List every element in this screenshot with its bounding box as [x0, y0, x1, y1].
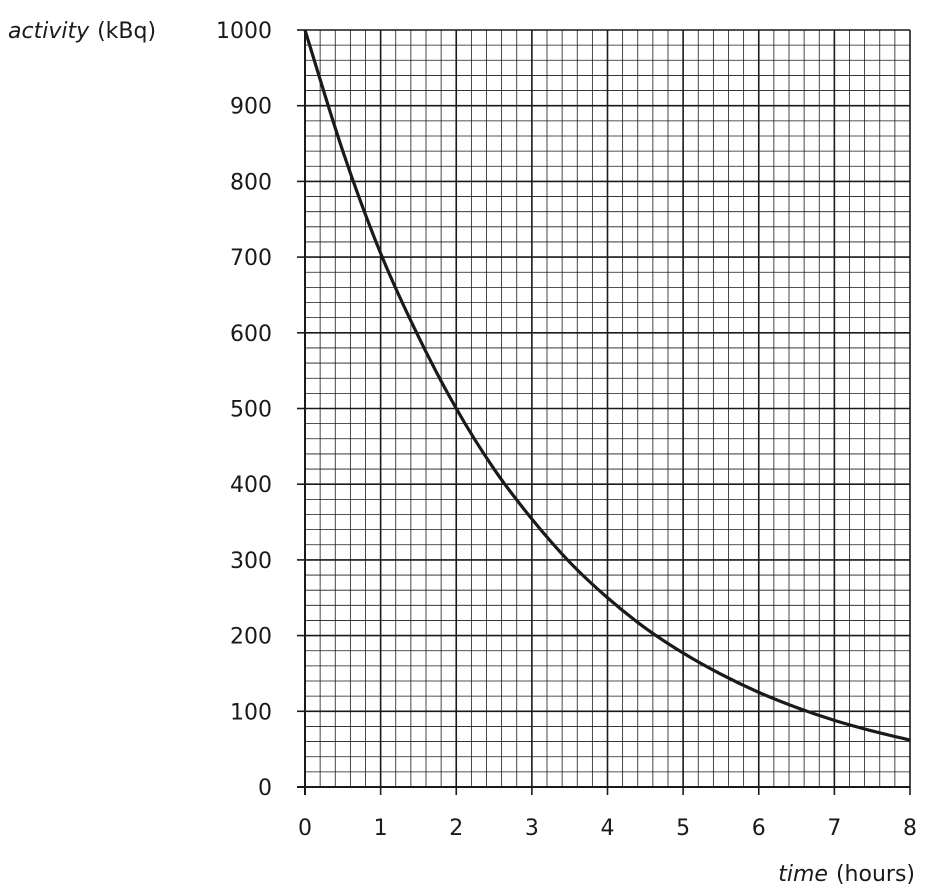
y-tick-label: 100	[230, 700, 272, 725]
y-axis-title: activity (kBq)	[8, 19, 156, 44]
decay-curve-line	[303, 29, 911, 742]
x-axis-title: time (hours)	[778, 862, 915, 887]
y-tick-label: 400	[230, 473, 272, 498]
x-tick-label: 4	[601, 816, 615, 841]
y-tick-labels: 0 100 200 300 400 500 600 700 800 900 1000	[216, 19, 272, 801]
x-tick-label: 1	[374, 816, 388, 841]
y-tick-label: 800	[230, 170, 272, 195]
y-tick-label: 700	[230, 246, 272, 271]
y-tick-label: 1000	[216, 19, 272, 44]
x-tick-label: 8	[903, 816, 917, 841]
y-tick-label: 500	[230, 398, 272, 423]
y-axis-title-variable: activity	[8, 19, 90, 44]
x-tick-label: 5	[676, 816, 690, 841]
x-axis-title-variable: time	[778, 862, 828, 887]
y-tick-label: 0	[258, 776, 272, 801]
y-tick-label: 300	[230, 549, 272, 574]
x-tick-label: 3	[525, 816, 539, 841]
x-tick-label: 0	[298, 816, 312, 841]
axes	[297, 29, 911, 795]
y-axis-title-unit: (kBq)	[97, 19, 156, 44]
x-axis-title-unit: (hours)	[836, 862, 915, 887]
y-tick-label: 900	[230, 95, 272, 120]
x-tick-label: 2	[449, 816, 463, 841]
y-tick-label: 200	[230, 625, 272, 650]
y-tick-label: 600	[230, 322, 272, 347]
x-tick-labels: 0 1 2 3 4 5 6 7 8	[298, 816, 917, 841]
x-tick-label: 7	[827, 816, 841, 841]
x-tick-label: 6	[752, 816, 766, 841]
